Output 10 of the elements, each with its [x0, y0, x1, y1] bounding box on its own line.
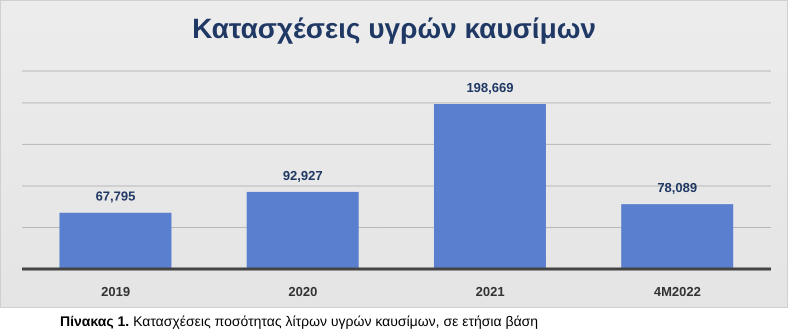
x-tick-label: 4M2022	[654, 284, 701, 300]
text: Πίνακας 1. Κατασχέσεις ποσότητας λίτρων υγρών καυσίμων, σε ετήσια βάση	[60, 313, 538, 329]
data-label: 198,669	[466, 80, 514, 95]
x-tick-label: 2021	[476, 284, 505, 300]
data-label: 67,795	[96, 188, 136, 204]
data-label: 78,089	[657, 180, 698, 196]
chart-title: Κατασχέσεις υγρών καυσίμων	[191, 13, 597, 45]
x-tick-label: 2020	[288, 284, 318, 300]
x-tick-label: 2019	[101, 284, 130, 300]
data-label: 92,927	[282, 168, 323, 183]
